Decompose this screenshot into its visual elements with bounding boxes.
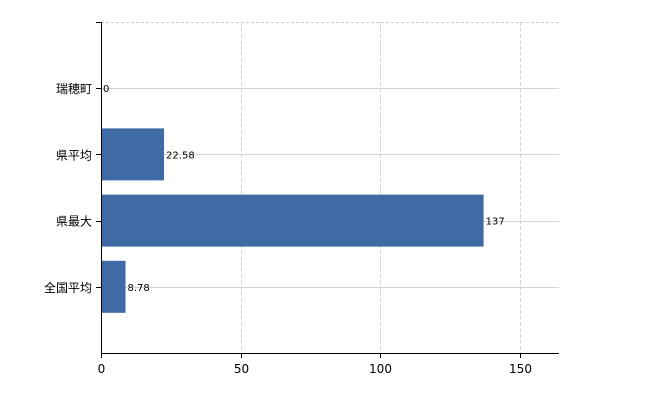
data-label: 0 <box>103 84 109 95</box>
x-tick-label: 100 <box>369 362 392 376</box>
data-label: 8.78 <box>128 283 150 294</box>
x-tick-label: 0 <box>98 362 106 376</box>
x-tick-label: 50 <box>234 362 249 376</box>
grid <box>101 22 559 353</box>
axes <box>96 22 559 358</box>
labels: 0 瑞穂町 22.58 県平均 137 県最大 8.78 全国平均 0 50 100 150 <box>44 82 532 376</box>
data-label: 137 <box>486 217 505 228</box>
y-tick-label: 全国平均 <box>44 280 92 295</box>
bar-2 <box>101 194 484 247</box>
y-tick-label: 瑞穂町 <box>56 82 92 96</box>
bar-3 <box>101 260 126 313</box>
y-tick-label: 県最大 <box>56 215 92 229</box>
y-tick-label: 県平均 <box>56 148 92 162</box>
x-tick-label: 150 <box>509 362 532 376</box>
bar-1 <box>101 128 165 181</box>
data-label: 22.58 <box>166 150 195 161</box>
bars <box>101 128 484 313</box>
